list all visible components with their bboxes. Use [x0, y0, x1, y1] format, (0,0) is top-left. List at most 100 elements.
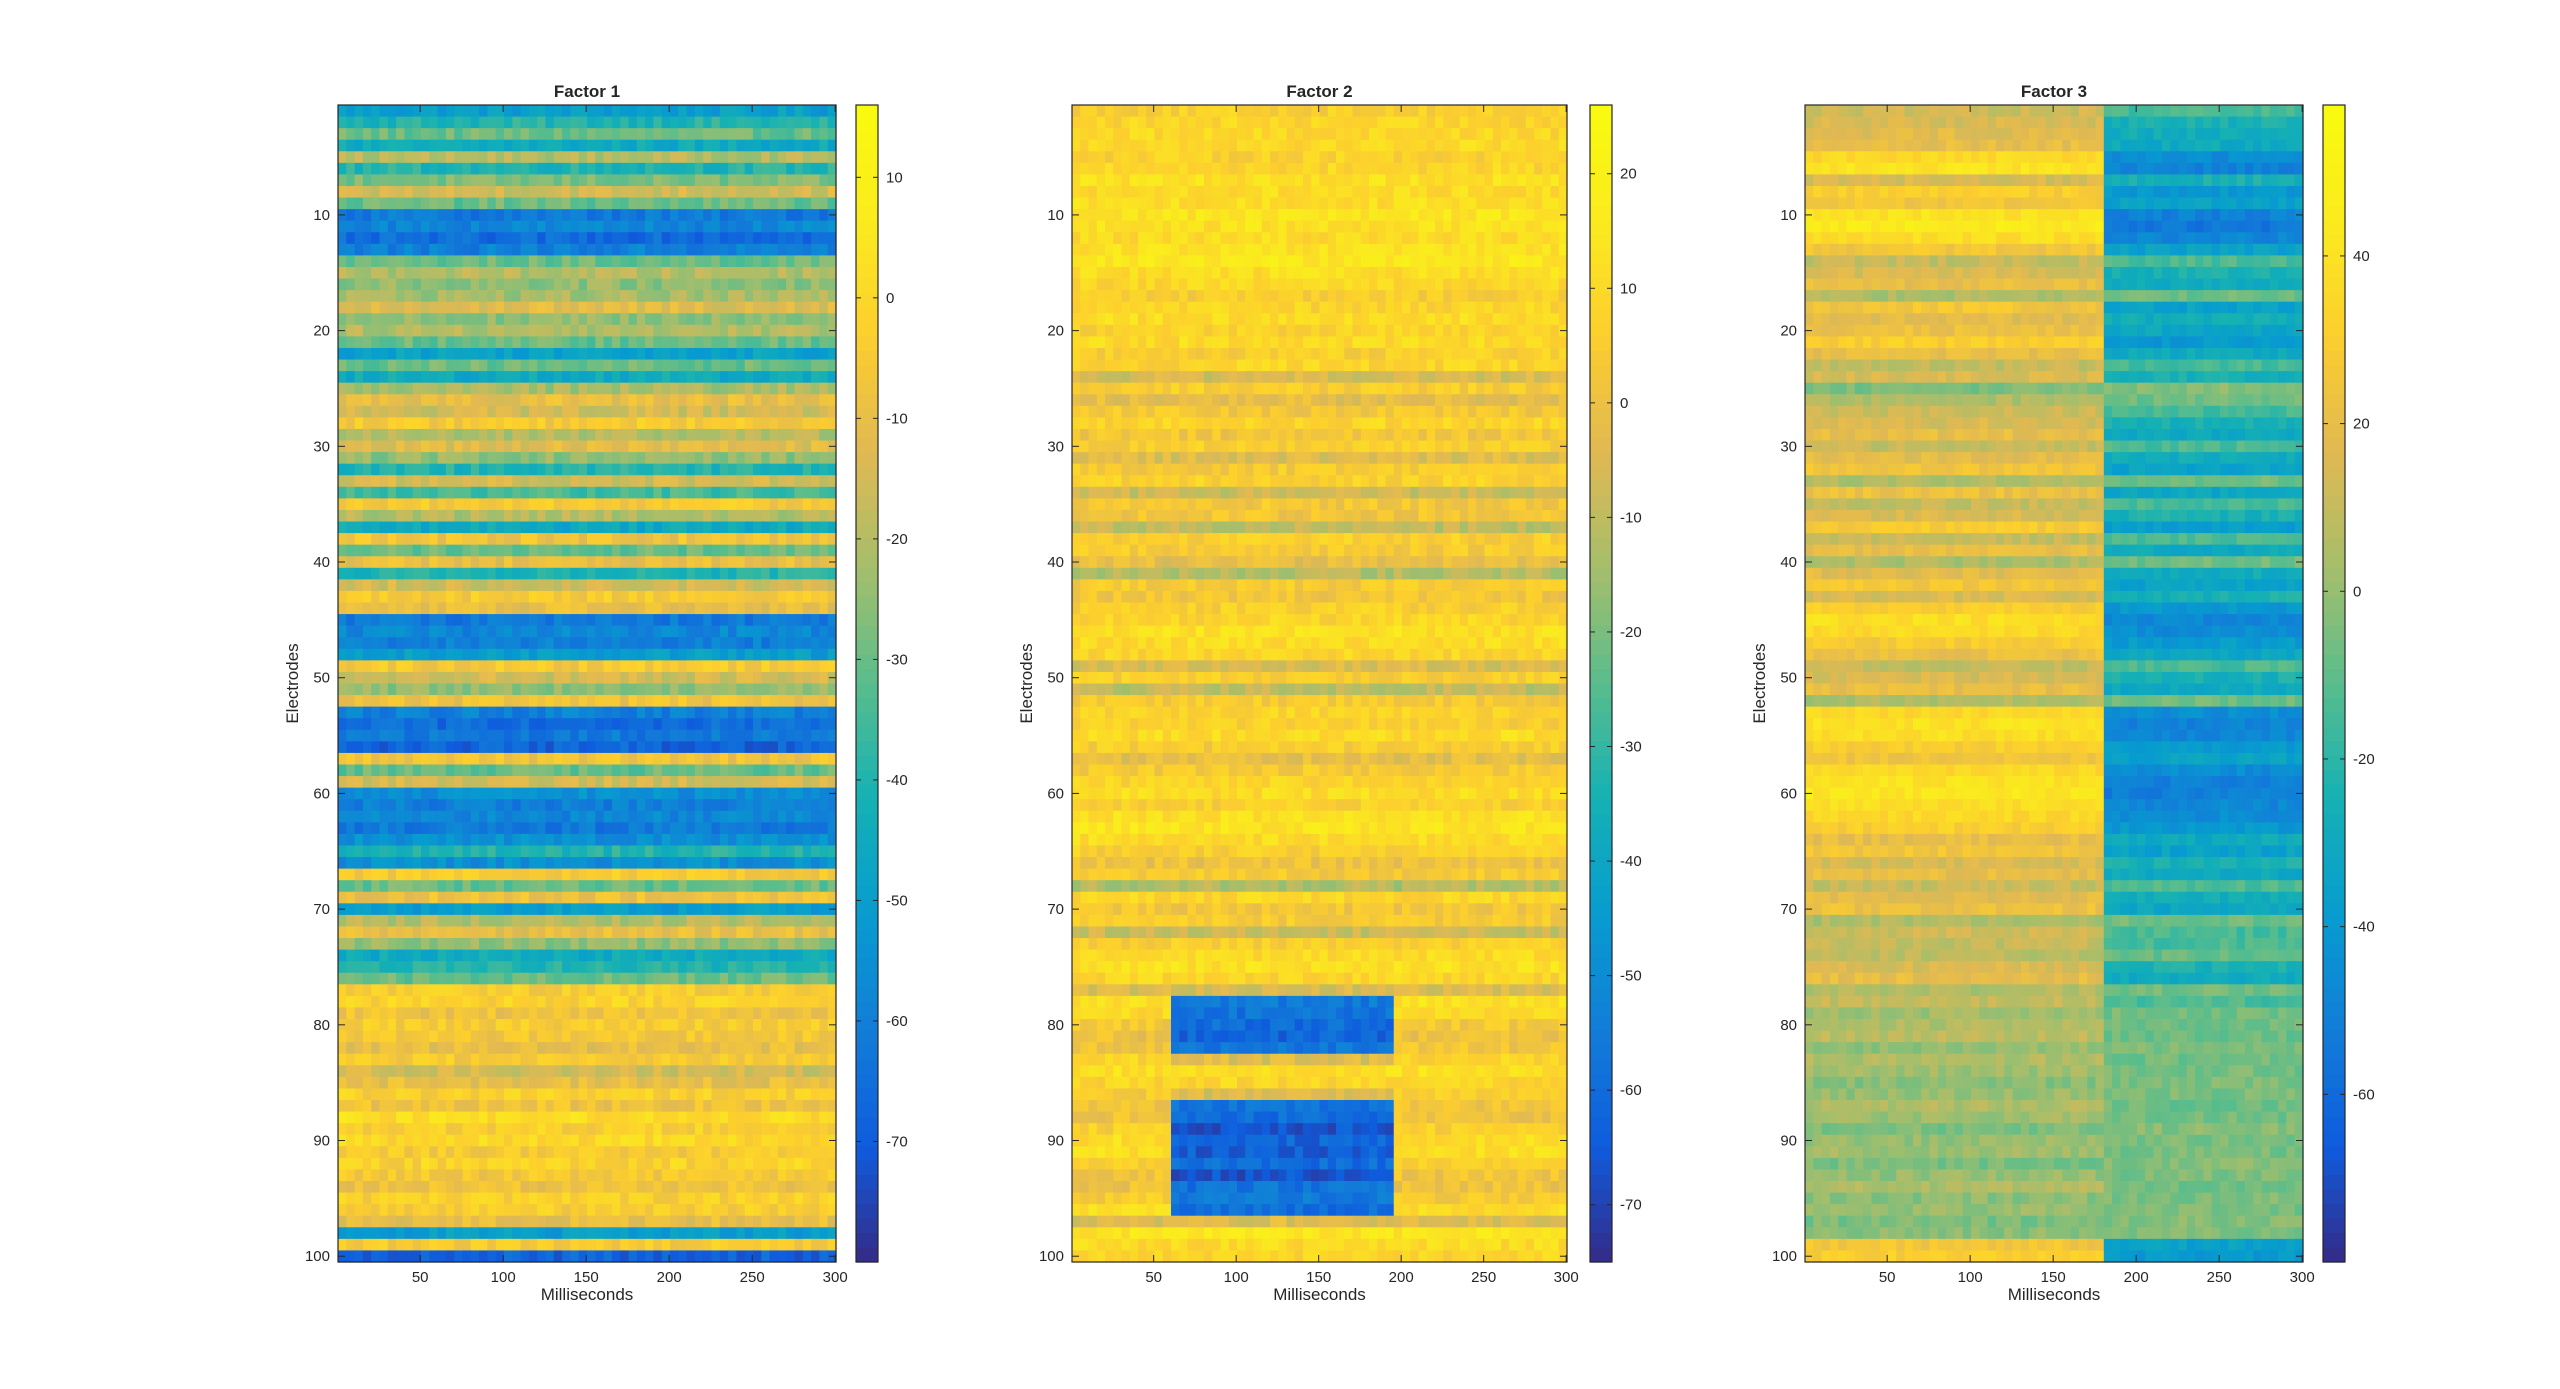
- heatmap-cell: [802, 799, 812, 812]
- heatmap-cell: [819, 336, 829, 349]
- heatmap-cell: [761, 185, 771, 199]
- heatmap-cell: [396, 243, 405, 257]
- heatmap-cell: [620, 128, 630, 141]
- heatmap-cell: [371, 509, 381, 523]
- heatmap-cell: [462, 521, 472, 534]
- heatmap-cell: [620, 984, 630, 997]
- heatmap-cell: [537, 972, 547, 985]
- heatmap-cell: [753, 660, 762, 673]
- heatmap-cell: [653, 394, 663, 407]
- heatmap-cell: [719, 660, 729, 673]
- heatmap-cell: [512, 452, 522, 465]
- heatmap-cell: [769, 706, 779, 719]
- heatmap-cell: [694, 949, 704, 962]
- heatmap-cell: [694, 857, 704, 870]
- heatmap-cell: [728, 822, 737, 835]
- heatmap-cell: [819, 776, 829, 789]
- heatmap-cell: [487, 301, 497, 314]
- heatmap-cell: [819, 857, 829, 870]
- heatmap-cell: [794, 139, 804, 152]
- heatmap-cell: [487, 151, 497, 164]
- heatmap-cell: [611, 614, 621, 627]
- heatmap-cell: [362, 845, 372, 858]
- heatmap-cell: [736, 174, 746, 187]
- heatmap-cell: [719, 185, 729, 199]
- heatmap-cell: [437, 209, 447, 222]
- heatmap-cell: [437, 729, 447, 742]
- heatmap-cell: [387, 556, 397, 569]
- heatmap-cell: [728, 290, 737, 303]
- heatmap-cell: [512, 683, 522, 696]
- heatmap-cell: [769, 926, 779, 939]
- heatmap-cell: [611, 625, 621, 638]
- heatmap-cell: [545, 394, 555, 407]
- heatmap-cell: [562, 961, 571, 974]
- heatmap-cell: [670, 833, 679, 847]
- heatmap-cell: [445, 151, 455, 164]
- heatmap-cell: [346, 533, 356, 546]
- heatmap-cell: [753, 972, 762, 985]
- heatmap-cell: [761, 220, 771, 233]
- heatmap-cell: [777, 926, 787, 939]
- heatmap-cell: [346, 266, 356, 280]
- heatmap-cell: [578, 845, 588, 858]
- heatmap-cell: [786, 903, 796, 916]
- heatmap-cell: [379, 695, 389, 708]
- heatmap-cell: [421, 336, 430, 349]
- heatmap-cell: [811, 949, 820, 962]
- heatmap-cell: [661, 868, 671, 881]
- heatmap-cell: [811, 995, 820, 1009]
- heatmap-cell: [794, 544, 804, 557]
- heatmap-cell: [396, 614, 405, 627]
- heatmap-cell: [520, 162, 530, 176]
- heatmap-cell: [379, 417, 389, 430]
- heatmap-cell: [354, 903, 364, 916]
- heatmap-cell: [412, 833, 422, 847]
- heatmap-cell: [396, 313, 405, 326]
- heatmap-cell: [769, 1030, 779, 1043]
- heatmap-cell: [736, 162, 746, 176]
- heatmap-cell: [670, 764, 679, 777]
- heatmap-cell: [587, 116, 596, 129]
- heatmap-cell: [802, 347, 812, 361]
- heatmap-cell: [728, 475, 737, 488]
- heatmap-cell: [719, 833, 729, 847]
- heatmap-cell: [470, 475, 480, 488]
- heatmap-cell: [537, 752, 547, 766]
- heatmap-cell: [794, 602, 804, 615]
- heatmap-cell: [777, 880, 787, 893]
- heatmap-cell: [437, 648, 447, 661]
- heatmap-cell: [562, 579, 571, 592]
- heatmap-cell: [570, 209, 580, 222]
- heatmap-cell: [578, 614, 588, 627]
- heatmap-cell: [338, 509, 347, 523]
- heatmap-cell: [404, 556, 414, 569]
- heatmap-cell: [653, 764, 663, 777]
- heatmap-cell: [462, 752, 472, 766]
- heatmap-cell: [645, 579, 654, 592]
- heatmap-cell: [578, 671, 588, 685]
- heatmap-cell: [802, 1030, 812, 1043]
- heatmap-cell: [728, 128, 737, 141]
- heatmap-cell: [694, 324, 704, 337]
- heatmap-cell: [553, 637, 563, 650]
- heatmap-cell: [653, 428, 663, 442]
- heatmap-cell: [744, 822, 754, 835]
- heatmap-cell: [487, 764, 497, 777]
- heatmap-cell: [545, 637, 555, 650]
- heatmap-cell: [504, 139, 513, 152]
- heatmap-cell: [678, 533, 688, 546]
- heatmap-cell: [520, 486, 530, 499]
- heatmap-cell: [661, 556, 671, 569]
- heatmap-cell: [421, 116, 430, 129]
- heatmap-cell: [421, 625, 430, 638]
- heatmap-cell: [520, 509, 530, 523]
- heatmap-cell: [545, 903, 555, 916]
- heatmap-cell: [678, 660, 688, 673]
- heatmap-cell: [421, 521, 430, 534]
- heatmap-cell: [678, 301, 688, 314]
- heatmap-cell: [346, 394, 356, 407]
- heatmap-cell: [520, 961, 530, 974]
- heatmap-cell: [636, 521, 646, 534]
- heatmap-cell: [379, 313, 389, 326]
